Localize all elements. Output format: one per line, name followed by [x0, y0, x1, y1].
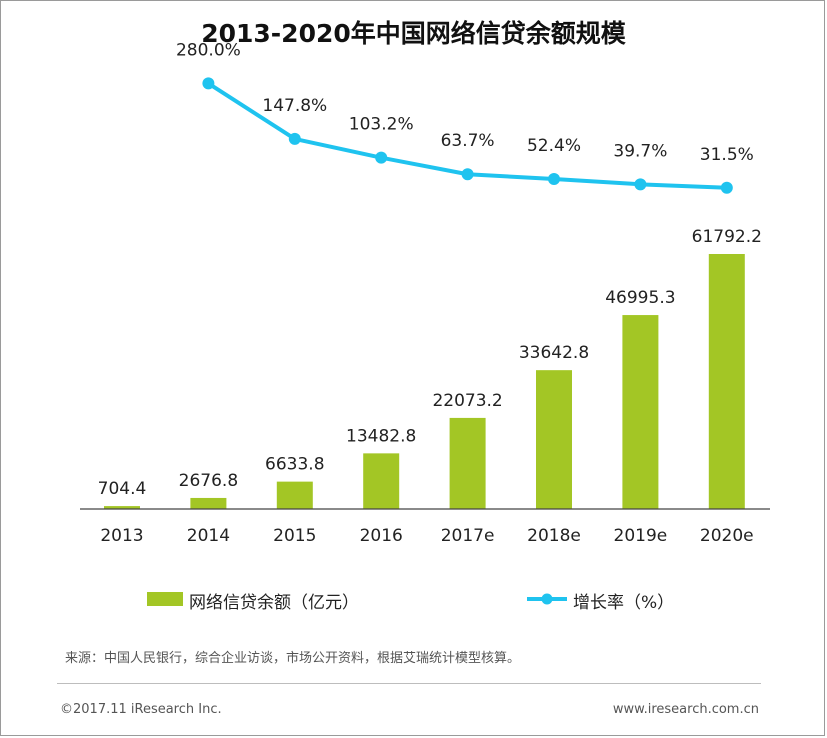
bar-2017e — [449, 417, 486, 509]
legend-bar-swatch — [147, 592, 183, 606]
growth-value-label: 63.7% — [441, 131, 495, 151]
x-tick-label: 2015 — [273, 526, 316, 546]
bar-2014 — [190, 497, 227, 509]
x-tick-label: 2018e — [527, 526, 581, 546]
x-tick-label: 2020e — [700, 526, 754, 546]
x-tick-label: 2019e — [614, 526, 668, 546]
growth-value-label: 103.2% — [349, 115, 414, 135]
bar-2020e — [708, 254, 745, 509]
growth-point — [634, 178, 647, 191]
source-note: 来源：中国人民银行，综合企业访谈，市场公开资料，根据艾瑞统计模型核算。 — [65, 651, 521, 666]
bar-value-label: 61792.2 — [692, 227, 762, 247]
bar-2015 — [276, 481, 313, 509]
growth-value-label: 31.5% — [700, 145, 754, 165]
growth-value-label: 52.4% — [527, 136, 581, 156]
bar-value-label: 13482.8 — [346, 426, 416, 446]
growth-point — [461, 168, 474, 181]
x-tick-label: 2013 — [100, 526, 143, 546]
growth-point — [375, 151, 388, 164]
x-tick-label: 2014 — [187, 526, 230, 546]
copyright-text: ©2017.11 iResearch Inc. — [60, 702, 222, 717]
growth-point — [548, 172, 560, 185]
bar-value-label: 704.4 — [98, 479, 147, 499]
bar-2013 — [104, 506, 140, 509]
growth-value-label: 39.7% — [613, 141, 667, 161]
bar-2016 — [363, 453, 400, 509]
growth-value-label: 280.0% — [176, 40, 241, 60]
growth-point — [720, 181, 733, 194]
bar-value-label: 6633.8 — [265, 455, 324, 475]
growth-value-label: 147.8% — [262, 96, 327, 116]
bar-value-label: 2676.8 — [179, 471, 238, 491]
x-tick-label: 2017e — [441, 526, 495, 546]
bar-value-label: 22073.2 — [432, 391, 502, 411]
website-text: www.iresearch.com.cn — [612, 702, 759, 717]
x-tick-label: 2016 — [360, 526, 403, 546]
chart-plot: 704.4 2013 2676.8 2014 6633.8 2015 13482.8 2016… — [80, 40, 770, 546]
legend-line-label: 增长率（%） — [573, 593, 675, 613]
footer-divider — [57, 683, 761, 684]
growth-point — [202, 77, 215, 90]
legend-line-swatch — [527, 593, 567, 605]
bar-2018e — [536, 370, 572, 509]
bar-2019e — [622, 315, 659, 509]
bar-value-label: 46995.3 — [605, 288, 675, 308]
bar-value-label: 33642.8 — [519, 343, 589, 363]
legend-bar-label: 网络信贷余额（亿元） — [189, 593, 359, 613]
growth-point — [288, 132, 301, 145]
chart-title: 2013-2020年中国网络信贷余额规模 — [201, 19, 626, 48]
